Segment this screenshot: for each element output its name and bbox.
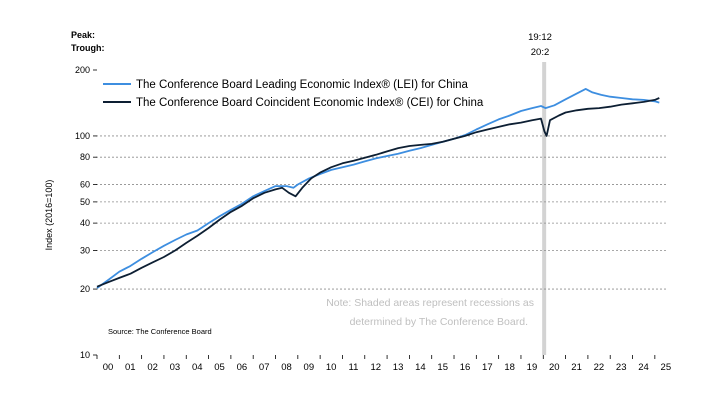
y-tick-label: 100 bbox=[75, 131, 90, 141]
x-tick-label: 07 bbox=[259, 362, 270, 373]
x-tick-label: 25 bbox=[661, 362, 672, 373]
x-tick-label: 03 bbox=[170, 362, 181, 373]
x-tick-label: 08 bbox=[281, 362, 292, 373]
recession-trough-date: 20:2 bbox=[530, 47, 550, 58]
x-tick-label: 06 bbox=[237, 362, 248, 373]
y-tick-label: 60 bbox=[80, 180, 90, 190]
y-tick-label: 20 bbox=[80, 284, 90, 294]
y-tick-label: 80 bbox=[80, 152, 90, 162]
recession-peak-date: 19:12 bbox=[528, 32, 552, 43]
x-tick-label: 23 bbox=[616, 362, 627, 373]
x-tick-label: 20 bbox=[549, 362, 560, 373]
recession-band bbox=[542, 62, 547, 355]
x-tick-label: 21 bbox=[571, 362, 582, 373]
x-tick-label: 13 bbox=[393, 362, 404, 373]
cei-series-line bbox=[96, 97, 660, 288]
source-text: Source: The Conference Board bbox=[108, 327, 212, 336]
x-tick-label: 01 bbox=[125, 362, 136, 373]
y-axis-label: Index (2016=100) bbox=[44, 180, 54, 251]
trough-label: Trough: bbox=[71, 43, 105, 53]
x-tick-label: 16 bbox=[460, 362, 471, 373]
x-tick-label: 14 bbox=[415, 362, 426, 373]
x-tick-label: 17 bbox=[482, 362, 493, 373]
x-tick-label: 19 bbox=[527, 362, 538, 373]
x-tick-label: 04 bbox=[192, 362, 203, 373]
peak-label: Peak: bbox=[71, 30, 96, 40]
note-line-2: determined by The Conference Board. bbox=[350, 316, 528, 328]
x-tick-label: 09 bbox=[304, 362, 315, 373]
x-tick-label: 05 bbox=[214, 362, 225, 373]
legend-label: The Conference Board Leading Economic In… bbox=[136, 79, 469, 91]
x-tick-label: 00 bbox=[103, 362, 114, 373]
legend-label: The Conference Board Coincident Economic… bbox=[136, 97, 484, 109]
y-tick-label: 30 bbox=[80, 245, 90, 255]
x-tick-label: 22 bbox=[594, 362, 605, 373]
y-tick-label: 50 bbox=[80, 197, 90, 207]
x-tick-label: 12 bbox=[370, 362, 381, 373]
x-tick-label: 15 bbox=[437, 362, 448, 373]
y-tick-label: 10 bbox=[80, 350, 90, 360]
x-tick-label: 24 bbox=[638, 362, 649, 373]
x-tick-label: 11 bbox=[349, 362, 359, 373]
x-tick-label: 02 bbox=[147, 362, 158, 373]
y-tick-label: 200 bbox=[75, 65, 90, 75]
x-tick-label: 18 bbox=[504, 362, 515, 373]
x-tick-label: 10 bbox=[326, 362, 337, 373]
lei-series-line bbox=[96, 88, 660, 289]
note-line-1: Note: Shaded areas represent recessions … bbox=[326, 297, 534, 309]
y-tick-label: 40 bbox=[80, 218, 90, 228]
